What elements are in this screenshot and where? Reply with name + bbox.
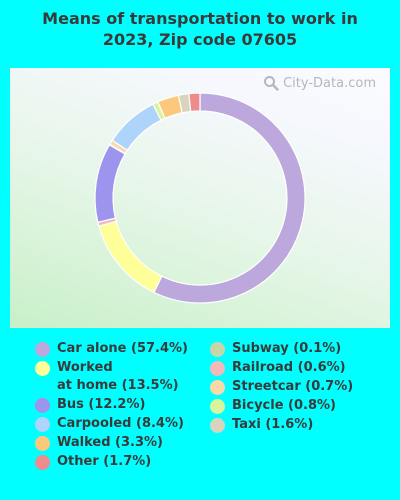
- legend-label: Carpooled (8.4%): [57, 416, 184, 431]
- donut-slice-worked-at-home: [98, 220, 163, 294]
- legend-swatch: [35, 361, 50, 376]
- legend-swatch: [210, 342, 225, 357]
- legend-item: Carpooled (8.4%): [35, 415, 188, 433]
- legend-item: Walked (3.3%): [35, 434, 188, 452]
- legend-swatch: [35, 398, 50, 413]
- chart-title: Means of transportation to work in 2023,…: [0, 8, 400, 50]
- donut-slice-carpooled: [111, 103, 162, 152]
- legend-item: Worked at home (13.5%): [35, 359, 188, 395]
- legend-swatch: [210, 418, 225, 433]
- legend: Car alone (57.4%) Worked at home (13.5%) Bu…: [0, 340, 400, 490]
- legend-label-line: at home (13.5%): [57, 378, 179, 393]
- legend-label: Other (1.7%): [57, 454, 152, 469]
- legend-column-left: Car alone (57.4%) Worked at home (13.5%) Bu…: [35, 340, 188, 472]
- legend-swatch: [35, 455, 50, 470]
- legend-item: Streetcar (0.7%): [210, 378, 353, 396]
- magnifier-icon: [264, 76, 279, 91]
- legend-label: Railroad (0.6%): [232, 360, 346, 375]
- legend-item: Car alone (57.4%): [35, 340, 188, 358]
- legend-swatch: [35, 436, 50, 451]
- legend-item: Other (1.7%): [35, 453, 188, 471]
- legend-label: Subway (0.1%): [232, 341, 342, 356]
- chart-title-line-1: Means of transportation to work in: [42, 9, 358, 28]
- legend-item: Taxi (1.6%): [210, 416, 353, 434]
- legend-swatch: [210, 361, 225, 376]
- legend-item: Bicycle (0.8%): [210, 397, 353, 415]
- donut-slice-car-alone: [153, 92, 306, 304]
- legend-column-right: Subway (0.1%) Railroad (0.6%) Streetcar (0…: [210, 340, 353, 435]
- legend-label: Taxi (1.6%): [232, 417, 314, 432]
- legend-item: Bus (12.2%): [35, 396, 188, 414]
- plot-area: City-Data.com: [10, 68, 390, 328]
- legend-swatch: [210, 399, 225, 414]
- legend-swatch: [210, 380, 225, 395]
- watermark-text: City-Data.com: [283, 75, 376, 91]
- legend-label: Walked (3.3%): [57, 435, 163, 450]
- legend-label: Bus (12.2%): [57, 397, 146, 412]
- watermark: City-Data.com: [263, 72, 376, 94]
- legend-swatch: [35, 342, 50, 357]
- legend-label: Streetcar (0.7%): [232, 379, 354, 394]
- legend-label: Worked at home (13.5%): [57, 359, 188, 395]
- donut-slice-other: [188, 92, 201, 113]
- donut-chart: [94, 92, 306, 304]
- legend-swatch: [35, 417, 50, 432]
- legend-label: Bicycle (0.8%): [232, 398, 336, 413]
- legend-label-line: Worked: [57, 360, 113, 375]
- donut-slice-bus: [94, 144, 126, 224]
- legend-item: Subway (0.1%): [210, 340, 353, 358]
- chart-title-line-2: 2023, Zip code 07605: [102, 30, 298, 49]
- legend-label: Car alone (57.4%): [57, 341, 188, 356]
- legend-item: Railroad (0.6%): [210, 359, 353, 377]
